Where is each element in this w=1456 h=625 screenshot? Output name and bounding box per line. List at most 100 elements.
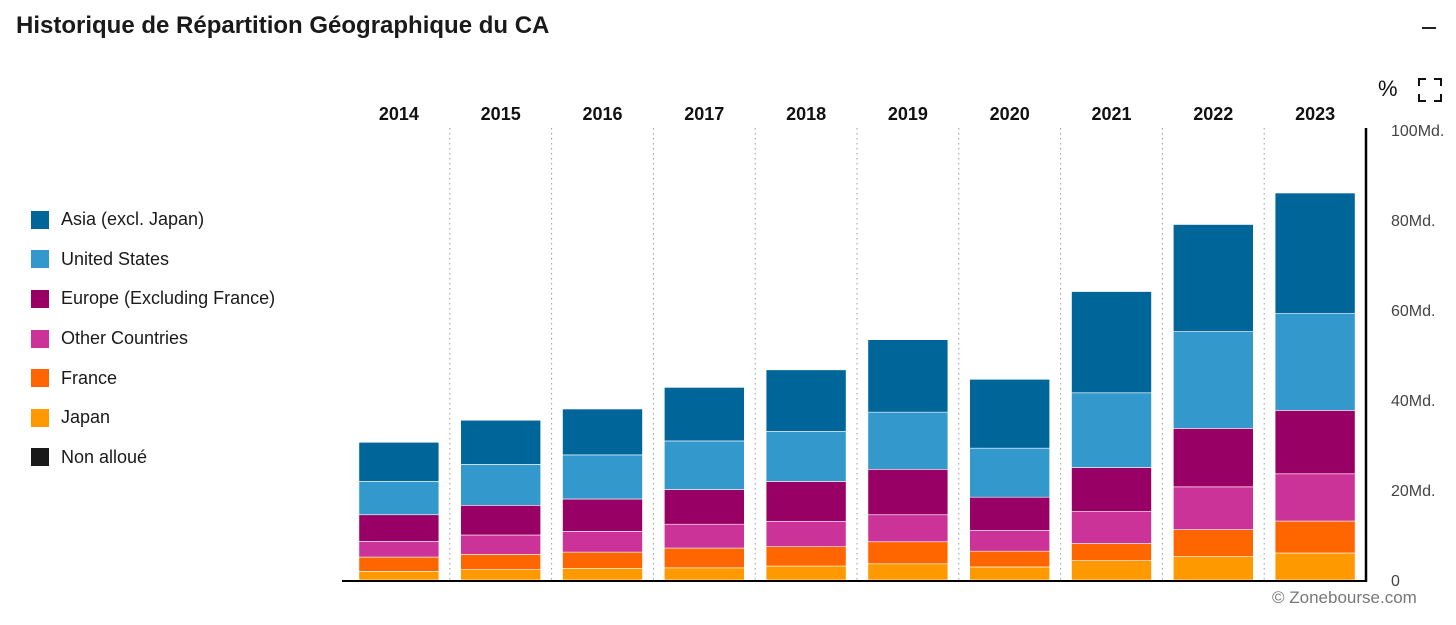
chart-legend: Asia (excl. Japan) United States Europe (E… <box>31 200 275 477</box>
legend-item[interactable]: Other Countries <box>31 319 275 359</box>
legend-swatch <box>31 369 49 388</box>
x-tick-label: 2018 <box>786 104 826 124</box>
legend-label: United States <box>61 248 170 269</box>
legend-label: France <box>61 367 118 388</box>
x-tick-label: 2023 <box>1295 104 1335 124</box>
bar-segment[interactable] <box>867 411 949 470</box>
x-tick-label: 2014 <box>379 104 419 124</box>
bar-segment[interactable] <box>562 454 643 500</box>
percent-toggle-button[interactable]: % <box>1378 76 1398 101</box>
bar-segment[interactable] <box>867 541 949 565</box>
bar-segment[interactable] <box>358 556 440 572</box>
y-tick-label: 20Md. <box>1391 483 1435 500</box>
bar-segment[interactable] <box>358 540 440 558</box>
bar-segment[interactable] <box>765 565 847 581</box>
bar-segment[interactable] <box>460 534 542 555</box>
x-tick-label: 2022 <box>1193 104 1233 124</box>
bar-segment[interactable] <box>1274 410 1356 475</box>
bar-segment[interactable] <box>867 339 949 413</box>
bar-segment[interactable] <box>765 369 847 432</box>
bar-segment[interactable] <box>867 514 949 543</box>
x-tick-label: 2015 <box>481 104 521 124</box>
x-tick-label: 2020 <box>990 104 1030 124</box>
legend-item[interactable]: Europe (Excluding France) <box>31 279 275 319</box>
bar-segment[interactable] <box>969 566 1051 581</box>
y-tick-label: 60Md. <box>1391 303 1435 320</box>
fullscreen-icon[interactable] <box>1418 78 1442 102</box>
minimize-icon[interactable] <box>1422 27 1436 29</box>
y-tick-label: 0 <box>1391 573 1400 590</box>
legend-swatch <box>31 250 49 269</box>
bar-segment[interactable] <box>1173 428 1254 488</box>
bar-segment[interactable] <box>867 563 949 581</box>
bar-segment[interactable] <box>562 531 643 553</box>
bar-segment[interactable] <box>663 523 745 549</box>
bar-segment[interactable] <box>1274 313 1356 411</box>
legend-item[interactable]: United States <box>31 240 275 280</box>
x-tick-label: 2016 <box>582 104 622 124</box>
bar-segment[interactable] <box>358 441 440 482</box>
legend-item[interactable]: Non alloué <box>31 438 275 478</box>
bar-segment[interactable] <box>358 571 440 581</box>
bar-segment[interactable] <box>663 489 745 525</box>
x-tick-label: 2017 <box>684 104 724 124</box>
bar-segment[interactable] <box>460 464 542 506</box>
fullscreen-icon-glyph <box>1418 78 1442 102</box>
bar-segment[interactable] <box>663 440 745 490</box>
legend-item[interactable]: Japan <box>31 398 275 438</box>
y-tick-label: 100Md. <box>1391 123 1444 140</box>
bar-segment[interactable] <box>460 419 542 465</box>
bar-segment[interactable] <box>460 569 542 581</box>
bar-segment[interactable] <box>969 550 1051 568</box>
bar-segment[interactable] <box>1274 473 1356 522</box>
bar-segment[interactable] <box>1173 529 1254 557</box>
legend-label: Japan <box>61 407 111 428</box>
bar-segment[interactable] <box>1173 556 1254 581</box>
bar-segment[interactable] <box>663 547 745 569</box>
bar-segment[interactable] <box>969 447 1051 498</box>
bar-segment[interactable] <box>1173 224 1254 332</box>
bar-segment[interactable] <box>358 514 440 542</box>
bar-segment[interactable] <box>562 551 643 569</box>
bar-segment[interactable] <box>867 468 949 516</box>
bar-segment[interactable] <box>358 481 440 516</box>
bar-segment[interactable] <box>1274 192 1356 314</box>
legend-label: Asia (excl. Japan) <box>61 209 205 230</box>
legend-item[interactable]: France <box>31 358 275 398</box>
legend-swatch <box>31 329 49 348</box>
bar-segment[interactable] <box>1173 486 1254 530</box>
bar-segment[interactable] <box>562 567 643 581</box>
bar-segment[interactable] <box>562 498 643 532</box>
legend-swatch <box>31 448 49 467</box>
bar-segment[interactable] <box>969 496 1051 531</box>
bar-segment[interactable] <box>562 408 643 456</box>
bar-segment[interactable] <box>765 431 847 482</box>
y-tick-label: 80Md. <box>1391 213 1435 230</box>
legend-label: Europe (Excluding France) <box>61 288 276 309</box>
bar-segment[interactable] <box>1071 467 1152 512</box>
bar-segment[interactable] <box>1071 291 1152 394</box>
x-tick-label: 2019 <box>888 104 928 124</box>
chart-title: Historique de Répartition Géographique d… <box>16 12 550 39</box>
bar-segment[interactable] <box>1274 520 1356 554</box>
legend-swatch <box>31 210 49 229</box>
bar-segment[interactable] <box>663 567 745 581</box>
legend-label: Other Countries <box>61 328 189 349</box>
bar-segment[interactable] <box>1071 392 1152 468</box>
bar-segment[interactable] <box>765 546 847 567</box>
bar-segment[interactable] <box>1173 331 1254 429</box>
source-credit: © Zonebourse.com <box>1272 588 1417 607</box>
bar-segment[interactable] <box>1071 543 1152 561</box>
bar-segment[interactable] <box>765 481 847 522</box>
bar-segment[interactable] <box>1071 511 1152 544</box>
bar-segment[interactable] <box>460 504 542 536</box>
legend-swatch <box>31 289 49 308</box>
bar-segment[interactable] <box>1071 560 1152 581</box>
bar-segment[interactable] <box>1274 552 1356 581</box>
bar-segment[interactable] <box>663 387 745 442</box>
legend-item[interactable]: Asia (excl. Japan) <box>31 200 275 240</box>
bar-segment[interactable] <box>969 530 1051 552</box>
bar-segment[interactable] <box>460 554 542 570</box>
bar-segment[interactable] <box>765 521 847 548</box>
bar-segment[interactable] <box>969 378 1051 449</box>
